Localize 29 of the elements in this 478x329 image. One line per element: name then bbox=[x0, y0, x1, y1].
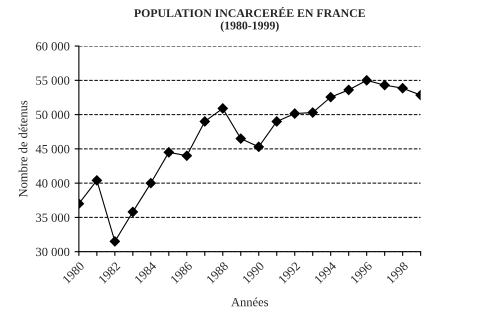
y-axis-title: Nombre de détenus bbox=[18, 100, 28, 198]
chart-title: POPULATION INCARCERÉE EN FRANCE (1980-1999) bbox=[134, 6, 365, 32]
y-tick-label: 30 000 bbox=[36, 248, 70, 256]
x-axis-title: Années bbox=[231, 298, 268, 306]
y-tick-label: 40 000 bbox=[36, 179, 70, 188]
point bbox=[344, 84, 354, 96]
point bbox=[380, 80, 390, 90]
y-tick-label: 55 000 bbox=[36, 76, 70, 85]
point bbox=[236, 133, 246, 144]
y-tick-label: 45 000 bbox=[36, 144, 70, 154]
point bbox=[110, 236, 120, 247]
point bbox=[398, 83, 408, 94]
point bbox=[326, 92, 336, 102]
point bbox=[272, 116, 282, 127]
point bbox=[290, 108, 300, 119]
y-tick-label: 50 000 bbox=[36, 110, 70, 120]
point bbox=[128, 206, 138, 218]
point bbox=[200, 116, 210, 127]
x-tick-label: 1990 bbox=[242, 261, 265, 284]
point bbox=[146, 178, 156, 188]
point bbox=[92, 175, 102, 186]
y-tick-label: 35 000 bbox=[36, 213, 70, 222]
point bbox=[308, 107, 318, 118]
point bbox=[362, 75, 372, 86]
point bbox=[218, 103, 228, 114]
point bbox=[254, 142, 264, 152]
point bbox=[164, 147, 174, 158]
y-tick-label: 60 000 bbox=[36, 42, 70, 51]
point bbox=[182, 150, 192, 161]
